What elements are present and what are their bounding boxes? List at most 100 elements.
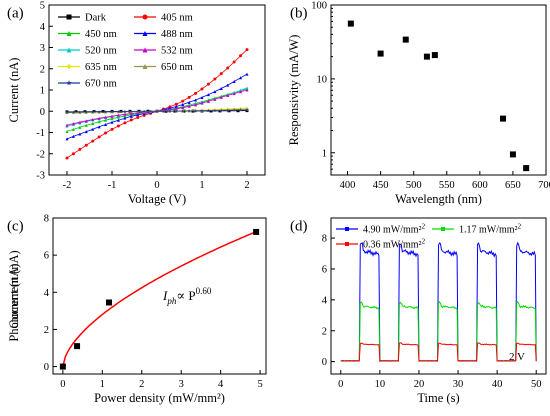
data-point [65, 110, 69, 114]
panel-b: (b) 400 450 500 550 600 650 700 1 10 100 Wavelength… [287, 1, 550, 207]
legend-swatch-marker [142, 31, 148, 36]
data-point [91, 122, 95, 126]
y-tick-label: -1 [36, 128, 45, 139]
y-tick-label: 100 [311, 1, 327, 12]
data-point [78, 125, 82, 129]
data-point [181, 99, 185, 103]
data-point [91, 139, 95, 143]
y-axis-label: Photocurrent (nA) [7, 250, 21, 341]
data-point [213, 97, 217, 101]
data-point [227, 109, 231, 113]
data-point [245, 88, 249, 92]
data-point [104, 123, 108, 127]
data-point [148, 109, 153, 113]
data-point [106, 299, 113, 306]
x-tick-label: 0 [154, 180, 159, 191]
data-point [71, 134, 75, 138]
legend-entry: Dark [85, 13, 107, 24]
legend-entry: 670 nm [85, 79, 117, 90]
x-tick-label: 0 [60, 379, 65, 390]
data-point [84, 110, 88, 114]
y-axis-label: Responsivity (mA/W) [287, 35, 301, 146]
series-responsivity [347, 20, 530, 172]
data-point [129, 109, 133, 113]
legend-swatch-marker [345, 227, 349, 231]
annotation-rel: ∝ P [176, 288, 195, 303]
data-point [116, 118, 120, 122]
x-tick-label: 600 [472, 180, 488, 191]
panel-label: (c) [7, 218, 24, 234]
data-point [181, 109, 185, 113]
data-point [78, 132, 82, 136]
x-tick-label: 0 [338, 379, 343, 390]
data-point [245, 48, 249, 52]
data-point [78, 120, 82, 124]
panel-a: (a) -2 -1 0 1 2 -3 -2 -1 0 1 2 3 4 5 Voltage (V) Current… [7, 1, 266, 206]
y-tick-label: 0 [40, 107, 45, 118]
data-point [213, 108, 217, 113]
fit-curve [62, 230, 257, 367]
data-point [129, 112, 133, 116]
data-point [97, 116, 101, 120]
data-point [110, 120, 114, 124]
legend-entry-text: 0.36 mW/mm² [363, 240, 422, 251]
data-point [187, 95, 191, 99]
data-point [74, 343, 81, 350]
y-tick-label: 10 [317, 74, 328, 85]
legend-swatch-marker [142, 47, 148, 53]
legend-swatch-marker [345, 242, 349, 246]
data-point [226, 108, 230, 112]
x-tick-label: 500 [406, 180, 422, 191]
data-point [65, 156, 69, 160]
y-tick-label: 6 [44, 251, 49, 262]
x-tick-label: 450 [373, 180, 389, 191]
data-point [402, 36, 409, 43]
data-point [174, 109, 178, 113]
plot-frame [52, 217, 267, 375]
x-tick-label: 400 [340, 180, 356, 191]
data-point [200, 87, 204, 91]
legend-entry-sup: 2 [422, 238, 426, 246]
data-point [65, 123, 69, 127]
x-tick-label: 50 [531, 379, 542, 390]
data-point [123, 112, 127, 116]
data-point [194, 91, 198, 95]
data-point [91, 110, 95, 114]
data-point [239, 90, 243, 94]
panel-label: (a) [7, 5, 24, 21]
data-point [136, 113, 140, 117]
data-point [431, 52, 438, 59]
data-point [110, 114, 114, 118]
data-point [226, 83, 230, 87]
panel-label: (d) [290, 218, 308, 234]
series-line [66, 87, 248, 127]
fit-annotation: Iph∝ P0.60 [162, 286, 212, 306]
data-point [213, 90, 217, 94]
data-point [104, 131, 108, 135]
data-point [116, 115, 120, 119]
y-tick-label: -3 [36, 171, 45, 182]
legend-swatch-marker [142, 14, 148, 20]
legend-entry-sup: 2 [518, 223, 522, 231]
x-tick-label: 40 [492, 379, 503, 390]
y-tick-label: 4 [322, 295, 328, 306]
y-tick-label: 8 [322, 234, 327, 245]
legend-entry-text: 4.90 mW/mm² [363, 225, 422, 236]
annotation-sup: 0.60 [196, 286, 212, 296]
x-tick-label: -1 [108, 180, 117, 191]
data-point [509, 151, 516, 158]
plot-frame [48, 4, 266, 176]
x-tick-label: 10 [375, 379, 386, 390]
data-point [129, 118, 133, 122]
data-point [226, 93, 230, 97]
data-point [136, 115, 140, 119]
data-point [78, 147, 82, 151]
data-point [239, 54, 243, 58]
data-point [97, 120, 101, 124]
data-point [206, 109, 211, 113]
series-670-nm [65, 108, 249, 114]
series-line [340, 342, 537, 363]
data-point [71, 122, 75, 126]
